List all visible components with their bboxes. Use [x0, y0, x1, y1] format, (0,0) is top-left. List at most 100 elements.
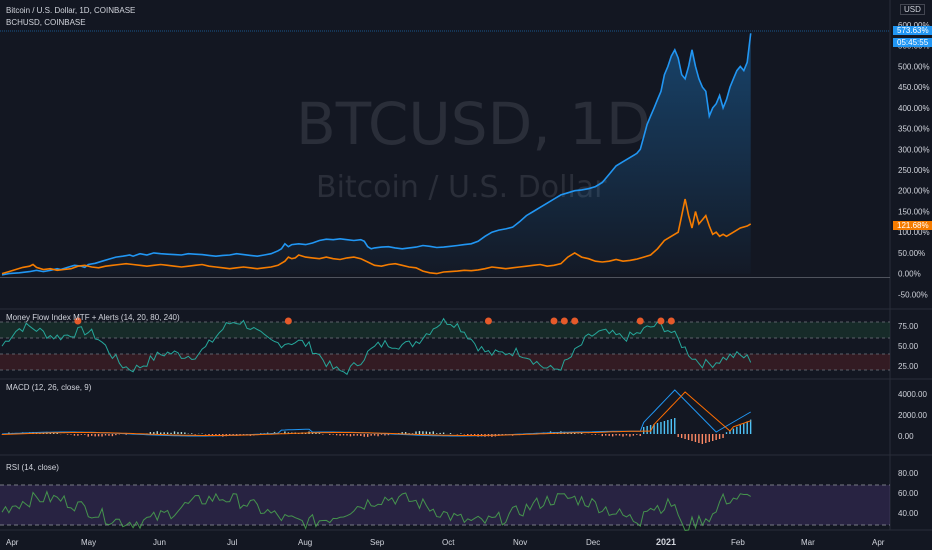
macd-histogram-bar	[101, 434, 103, 437]
macd-histogram-bar	[574, 432, 576, 434]
macd-histogram-bar	[356, 434, 359, 436]
btc-price-tag: 573.63%	[893, 26, 932, 35]
macd-histogram-bar	[639, 434, 641, 436]
x-axis-tick-label: Apr	[6, 538, 19, 547]
macd-histogram-bar	[108, 434, 110, 436]
macd-histogram-bar	[404, 432, 407, 434]
macd-histogram-bar	[349, 434, 352, 437]
macd-histogram-bar	[432, 431, 434, 434]
macd-histogram-bar	[608, 434, 610, 436]
macd-histogram-bar	[746, 421, 748, 434]
y-axis-tick-label: 250.00%	[898, 166, 930, 175]
macd-histogram-bar	[674, 418, 676, 434]
macd-histogram-bar	[580, 432, 583, 434]
macd-histogram-bar	[177, 432, 179, 434]
macd-histogram-bar	[87, 434, 89, 437]
macd-title[interactable]: MACD (12, 26, close, 9)	[6, 383, 92, 392]
macd-histogram-bar	[229, 434, 231, 436]
macd-histogram-bar	[111, 434, 114, 437]
macd-histogram-bar	[332, 434, 334, 435]
macd-histogram-bar	[153, 432, 155, 434]
macd-histogram-bar	[163, 432, 165, 434]
macd-histogram-bar	[732, 428, 735, 434]
macd-histogram-bar	[373, 434, 376, 436]
symbol-title[interactable]: Bitcoin / U.S. Dollar, 1D, COINBASE	[6, 6, 136, 15]
y-axis-tick-label: 0.00%	[898, 270, 921, 279]
macd-histogram-bar	[80, 434, 83, 435]
currency-badge[interactable]: USD	[900, 4, 925, 15]
macd-histogram-bar	[411, 433, 414, 434]
macd-histogram-bar	[442, 432, 445, 434]
macd-histogram-bar	[656, 423, 659, 434]
macd-histogram-bar	[315, 432, 317, 434]
macd-histogram-bar	[66, 434, 69, 435]
mfi-title[interactable]: Money Flow Index MTF + Alerts (14, 20, 8…	[6, 313, 180, 322]
macd-histogram-bar	[380, 434, 383, 435]
mfi-alert-dot	[667, 317, 675, 325]
macd-histogram-bar	[149, 432, 152, 434]
macd-histogram-bar	[160, 432, 162, 434]
macd-histogram-bar	[615, 434, 617, 436]
macd-axis-tick: 2000.00	[898, 411, 927, 420]
x-axis-tick-label: Jul	[227, 538, 237, 547]
x-axis-tick-label: Apr	[872, 538, 885, 547]
macd-histogram-bar	[653, 424, 655, 434]
main-chart-layer	[1, 33, 752, 276]
macd-histogram-bar	[684, 434, 686, 439]
macd-histogram-bar	[370, 434, 372, 436]
macd-histogram-bar	[377, 434, 379, 437]
x-axis-tick-label: Aug	[298, 538, 312, 547]
macd-histogram-bar	[77, 434, 79, 436]
macd-histogram-bar	[708, 434, 710, 442]
x-axis-tick-label: Sep	[370, 538, 385, 547]
y-axis-tick-label: 400.00%	[898, 104, 930, 113]
macd-histogram-bar	[418, 431, 421, 434]
mfi-alert-dot	[636, 317, 644, 325]
x-axis-tick-label: Nov	[513, 538, 527, 547]
macd-histogram-bar	[701, 434, 704, 444]
rsi-title[interactable]: RSI (14, close)	[6, 463, 59, 472]
macd-histogram-bar	[449, 433, 452, 434]
mfi-axis-tick: 50.00	[898, 342, 919, 351]
mfi-alert-dot	[550, 317, 558, 325]
macd-histogram-bar	[680, 434, 683, 438]
macd-histogram-bar	[73, 434, 76, 436]
macd-histogram-bar	[84, 434, 86, 435]
y-axis-tick-label: -50.00%	[898, 290, 928, 299]
macd-histogram-bar	[687, 434, 690, 440]
macd-histogram-bar	[342, 434, 345, 436]
macd-histogram-bar	[646, 426, 648, 434]
macd-histogram-bar	[360, 434, 362, 437]
macd-histogram-bar	[467, 434, 469, 436]
macd-histogram-bar	[667, 420, 669, 434]
y-axis-tick-label: 200.00%	[898, 187, 930, 196]
compare-symbol-title[interactable]: BCHUSD, COINBASE	[6, 18, 86, 27]
mfi-panel	[0, 317, 890, 376]
macd-histogram-bar	[705, 434, 707, 443]
macd-histogram-bar	[215, 434, 217, 436]
y-axis-tick-label: 500.00%	[898, 62, 930, 71]
y-axis-tick-label: 50.00%	[898, 249, 925, 258]
mfi-axis-tick: 25.00	[898, 362, 919, 371]
macd-histogram-bar	[439, 432, 441, 434]
macd-histogram-bar	[698, 434, 700, 443]
macd-histogram-bar	[670, 419, 672, 434]
bch-line	[1, 198, 752, 275]
rsi-axis-tick: 60.00	[898, 489, 919, 498]
macd-histogram-bar	[736, 426, 738, 434]
macd-histogram-bar	[211, 434, 214, 436]
mfi-alert-dot	[284, 317, 292, 325]
x-axis-tick-label: Dec	[586, 538, 600, 547]
btc-line	[1, 33, 752, 276]
macd-axis-tick: 0.00	[898, 432, 914, 441]
mfi-axis-tick: 75.00	[898, 322, 919, 331]
macd-histogram-bar	[232, 434, 234, 436]
y-axis-tick-label: 450.00%	[898, 83, 930, 92]
macd-histogram-bar	[473, 434, 476, 436]
macd-histogram-bar	[401, 432, 403, 434]
macd-histogram-bar	[53, 432, 55, 434]
y-axis-tick-label: 100.00%	[898, 228, 930, 237]
macd-histogram-bar	[470, 434, 472, 435]
mfi-oversold-zone	[0, 354, 890, 370]
